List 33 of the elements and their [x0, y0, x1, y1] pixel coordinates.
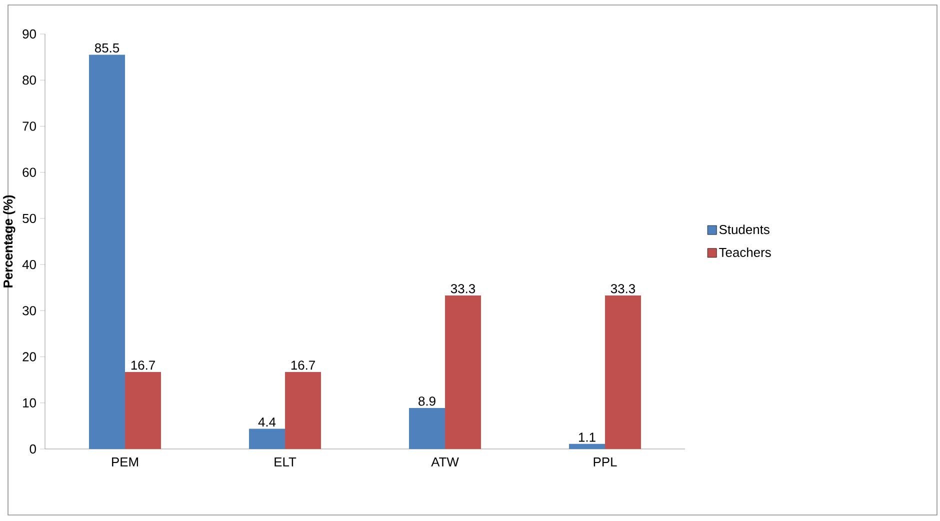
x-tick-label: ELT: [274, 458, 296, 466]
x-tick-label: ATW: [431, 458, 459, 466]
y-tick-label: 90: [22, 29, 36, 39]
bar: [249, 428, 286, 449]
bar: [445, 295, 482, 449]
data-label: 4.4: [258, 418, 276, 426]
legend-label: Students: [719, 224, 770, 234]
data-label: 33.3: [610, 284, 636, 294]
y-tick-label: 60: [22, 168, 36, 177]
x-tick-label: PPL: [594, 458, 617, 466]
bar: [409, 408, 446, 449]
y-tick-label: 40: [22, 260, 36, 270]
data-label: 33.3: [450, 284, 476, 294]
y-tick-label: 30: [22, 306, 36, 316]
y-tick-label: 0: [30, 444, 36, 454]
bar: [605, 295, 642, 449]
bar: [125, 372, 162, 449]
bar: [569, 444, 606, 449]
y-tick-label: 50: [22, 214, 36, 224]
y-tick-label: 70: [22, 122, 36, 131]
bar: [285, 372, 322, 449]
data-label: 1.1: [578, 432, 596, 442]
y-axis-title: Percentage (%): [3, 195, 16, 288]
bar: [89, 54, 126, 449]
x-tick-label: PEM: [112, 458, 138, 466]
legend-label: Teachers: [719, 247, 771, 257]
y-tick-label: 80: [22, 76, 36, 85]
data-label: 16.7: [131, 360, 155, 370]
data-label: 16.7: [291, 360, 315, 370]
y-tick-label: 10: [23, 398, 36, 408]
y-tick-label: 20: [22, 352, 36, 362]
data-label: 85.5: [94, 43, 120, 53]
data-label: 8.9: [418, 396, 436, 406]
